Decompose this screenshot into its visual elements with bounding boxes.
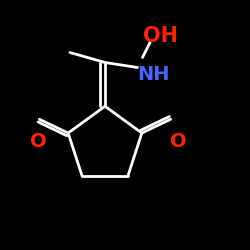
Text: NH: NH <box>138 66 170 84</box>
Text: O: O <box>30 132 47 151</box>
Text: O: O <box>170 132 187 151</box>
Text: OH: OH <box>142 26 178 46</box>
